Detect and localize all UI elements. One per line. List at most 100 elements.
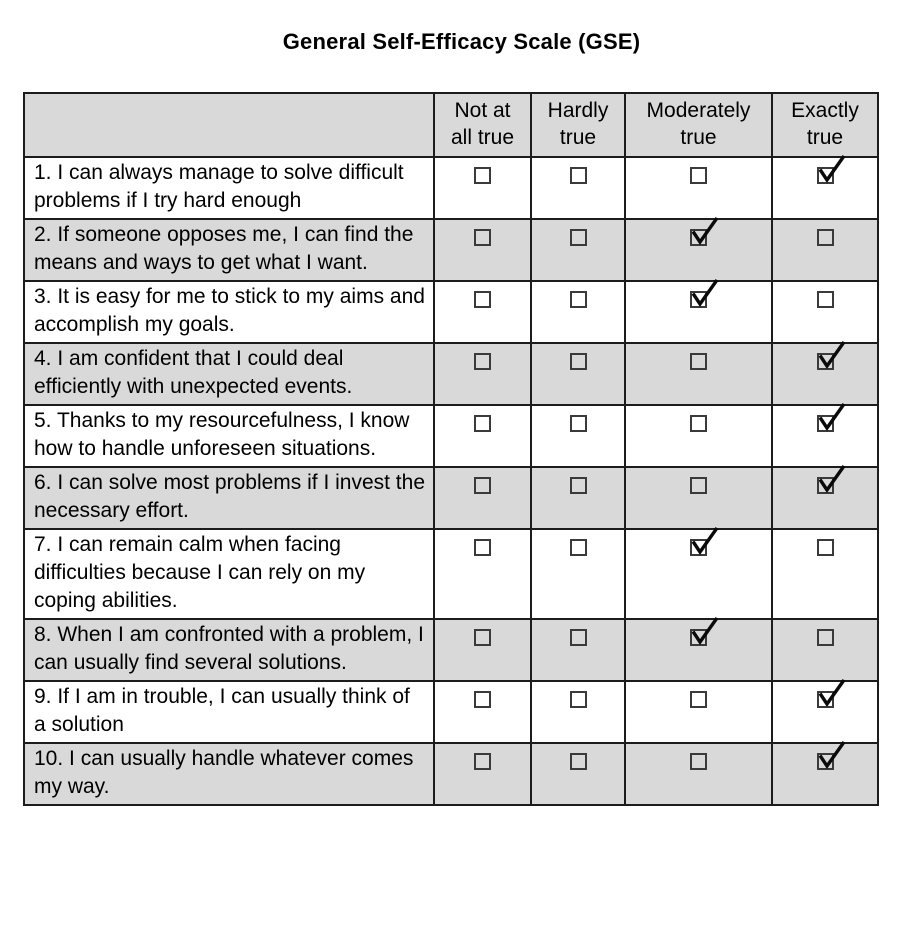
checkbox[interactable] — [690, 353, 707, 370]
answer-cell — [624, 279, 773, 344]
checkbox-checked[interactable] — [816, 155, 845, 184]
checkbox[interactable] — [569, 629, 587, 646]
checkbox[interactable] — [474, 415, 491, 432]
table-row: 8. When I am confronted with a problem, … — [23, 617, 879, 682]
checkbox[interactable] — [816, 539, 834, 556]
answer-cell — [530, 528, 626, 620]
checkbox[interactable] — [474, 691, 491, 708]
checkbox-checked[interactable] — [690, 279, 719, 308]
check-mark-icon — [691, 217, 719, 246]
answer-cell — [433, 156, 532, 220]
answer-cell — [433, 280, 532, 344]
checkbox[interactable] — [816, 229, 834, 246]
answer-cell — [624, 466, 773, 530]
checkbox[interactable] — [690, 691, 707, 708]
answer-cell — [624, 527, 773, 620]
checkbox-checked[interactable] — [816, 403, 845, 432]
answer-cell — [433, 218, 532, 282]
answer-cell — [624, 156, 773, 220]
checkbox[interactable] — [474, 291, 491, 308]
checkbox[interactable] — [690, 477, 707, 494]
answer-cell — [530, 404, 626, 468]
answer-cell — [530, 156, 626, 220]
checkbox[interactable] — [474, 477, 491, 494]
table-row: 10. I can usually handle whatever comes … — [23, 741, 879, 806]
statement-text: 3. It is easy for me to stick to my aims… — [34, 285, 425, 336]
answer-cell — [433, 618, 532, 682]
checkbox-checked[interactable] — [690, 527, 719, 556]
statement-cell: 5. Thanks to my resourcefulness, I know … — [23, 404, 435, 468]
checkbox[interactable] — [569, 229, 587, 246]
table-row: 1. I can always manage to solve difficul… — [23, 155, 879, 220]
check-mark-icon — [691, 279, 719, 308]
table-row: 5. Thanks to my resourcefulness, I know … — [23, 403, 879, 468]
statement-cell: 1. I can always manage to solve difficul… — [23, 156, 435, 220]
checkbox[interactable] — [816, 291, 834, 308]
answer-cell — [771, 155, 879, 220]
checkbox[interactable] — [569, 291, 587, 308]
statement-text: 8. When I am confronted with a problem, … — [34, 623, 424, 674]
answer-cell — [771, 218, 879, 282]
checkbox[interactable] — [474, 753, 491, 770]
checkbox[interactable] — [690, 167, 707, 184]
check-mark-icon — [818, 465, 845, 494]
statement-cell: 10. I can usually handle whatever comes … — [23, 742, 435, 806]
checkbox[interactable] — [816, 629, 834, 646]
statement-cell: 6. I can solve most problems if I invest… — [23, 466, 435, 530]
answer-cell — [530, 618, 626, 682]
check-mark-icon — [691, 617, 719, 646]
statement-text: 5. Thanks to my resourcefulness, I know … — [34, 409, 410, 460]
statement-text: 7. I can remain calm when facing difficu… — [34, 533, 366, 612]
table-row: 4. I am confident that I could deal effi… — [23, 341, 879, 406]
table-row: 9. If I am in trouble, I can usually thi… — [23, 679, 879, 744]
checkbox[interactable] — [474, 629, 491, 646]
checkbox-checked[interactable] — [690, 217, 719, 246]
checkbox-checked[interactable] — [816, 679, 845, 708]
checkbox-checked[interactable] — [816, 465, 845, 494]
statement-text: 1. I can always manage to solve difficul… — [34, 161, 404, 212]
checkbox[interactable] — [474, 539, 491, 556]
checkbox[interactable] — [474, 353, 491, 370]
check-mark-icon — [818, 155, 845, 184]
statement-column-header — [23, 92, 435, 158]
gse-table: Not at all true Hardly true Moderately t… — [23, 92, 879, 806]
statement-cell: 9. If I am in trouble, I can usually thi… — [23, 680, 435, 744]
checkbox[interactable] — [569, 691, 587, 708]
table-row: 2. If someone opposes me, I can find the… — [23, 217, 879, 282]
answer-cell — [771, 618, 879, 682]
table-row: 3. It is easy for me to stick to my aims… — [23, 279, 879, 344]
checkbox[interactable] — [569, 477, 587, 494]
checkbox[interactable] — [690, 753, 707, 770]
gse-table-body: 1. I can always manage to solve difficul… — [23, 155, 879, 806]
answer-cell — [433, 404, 532, 468]
checkbox-checked[interactable] — [816, 341, 845, 370]
check-mark-icon — [691, 527, 719, 556]
answer-cell — [624, 217, 773, 282]
statement-text: 4. I am confident that I could deal effi… — [34, 347, 353, 398]
check-mark-icon — [818, 741, 845, 770]
column-header-exactly-true: Exactly true — [771, 92, 879, 158]
statement-cell: 8. When I am confronted with a problem, … — [23, 618, 435, 682]
checkbox[interactable] — [569, 415, 587, 432]
checkbox[interactable] — [569, 167, 587, 184]
answer-cell — [433, 680, 532, 744]
checkbox-checked[interactable] — [816, 741, 845, 770]
statement-text: 9. If I am in trouble, I can usually thi… — [34, 685, 410, 736]
statement-text: 6. I can solve most problems if I invest… — [34, 471, 426, 522]
checkbox-checked[interactable] — [690, 617, 719, 646]
checkbox[interactable] — [690, 415, 707, 432]
checkbox[interactable] — [569, 539, 587, 556]
checkbox[interactable] — [474, 229, 491, 246]
checkbox[interactable] — [474, 167, 491, 184]
column-header-hardly-true: Hardly true — [530, 92, 626, 158]
answer-cell — [771, 280, 879, 344]
table-row: 7. I can remain calm when facing difficu… — [23, 527, 879, 620]
statement-cell: 7. I can remain calm when facing difficu… — [23, 528, 435, 620]
checkbox[interactable] — [569, 353, 587, 370]
checkbox[interactable] — [569, 753, 587, 770]
answer-cell — [624, 742, 773, 806]
column-header-moderately-true: Moderately true — [624, 92, 773, 158]
statement-cell: 2. If someone opposes me, I can find the… — [23, 218, 435, 282]
answer-cell — [624, 680, 773, 744]
answer-cell — [771, 528, 879, 620]
